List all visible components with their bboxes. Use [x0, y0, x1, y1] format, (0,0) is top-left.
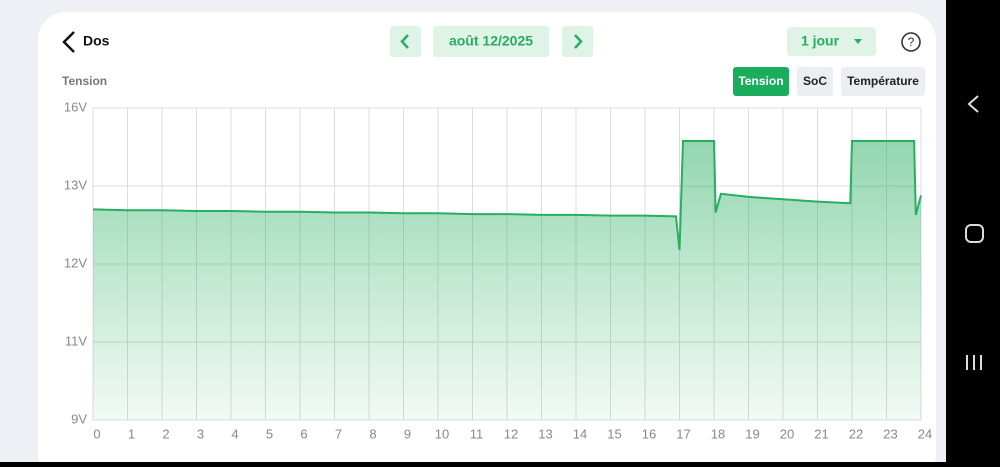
x-tick-label: 2: [162, 426, 169, 441]
tab-label: Température: [847, 74, 919, 88]
x-tick-label: 18: [711, 426, 725, 441]
x-tick-label: 23: [883, 426, 897, 441]
x-tick-label: 5: [266, 426, 273, 441]
x-tick-label: 11: [470, 426, 484, 441]
x-tick-label: 14: [573, 426, 587, 441]
y-tick-label: 9V: [71, 411, 87, 426]
back-label[interactable]: Dos: [83, 33, 110, 49]
x-tick-label: 15: [607, 426, 621, 441]
y-tick-label: 13V: [64, 177, 87, 192]
help-icon[interactable]: [901, 32, 921, 52]
x-tick-label: 1: [128, 426, 135, 441]
x-tick-label: 12: [504, 426, 518, 441]
x-tick-label: 19: [745, 426, 759, 441]
next-button[interactable]: [562, 26, 593, 57]
area: [93, 141, 921, 420]
nav-back[interactable]: [967, 95, 979, 113]
y-tick-label: 12V: [64, 255, 87, 270]
help-mark: ?: [908, 35, 915, 49]
x-tick-label: 20: [780, 426, 794, 441]
back-icon[interactable]: [62, 31, 75, 53]
x-tick-label: 6: [300, 426, 307, 441]
line: [92, 140, 922, 251]
x-tick-label: 16: [642, 426, 656, 441]
tabs: Tension SoC Température: [733, 67, 925, 96]
tab[interactable]: [797, 67, 833, 96]
x-tick-label: 4: [231, 426, 238, 441]
next-icon: [574, 34, 583, 49]
y-axis-label: Tension: [62, 74, 107, 88]
date-button[interactable]: [433, 26, 549, 57]
x-tick-label: 9: [404, 426, 411, 441]
x-tick-label: 22: [849, 426, 863, 441]
nav-home[interactable]: [965, 224, 984, 243]
x-tick-label: 8: [369, 426, 376, 441]
range-dropdown[interactable]: [787, 27, 876, 56]
tab-label: SoC: [803, 74, 827, 88]
x-tick-label: 17: [676, 426, 690, 441]
x-tick-label: 3: [197, 426, 204, 441]
date-label: août 12/2025: [449, 33, 533, 49]
x-tick-label: 0: [93, 426, 100, 441]
y-tick-label: 16V: [64, 99, 87, 114]
x-tick-label: 24: [918, 426, 932, 441]
range-label: 1 jour: [801, 33, 840, 49]
tab-label: Tension: [738, 74, 783, 88]
x-tick-label: 10: [435, 426, 449, 441]
nav-recent[interactable]: [966, 355, 982, 370]
prev-button[interactable]: [390, 26, 421, 57]
x-tick-label: 7: [335, 426, 342, 441]
dropdown-icon: [854, 39, 862, 44]
x-tick-label: 21: [814, 426, 828, 441]
prev-icon: [400, 34, 409, 49]
tab[interactable]: [733, 67, 789, 96]
x-tick-label: 13: [538, 426, 552, 441]
y-tick-label: 11V: [65, 333, 87, 348]
tab[interactable]: [841, 67, 925, 96]
